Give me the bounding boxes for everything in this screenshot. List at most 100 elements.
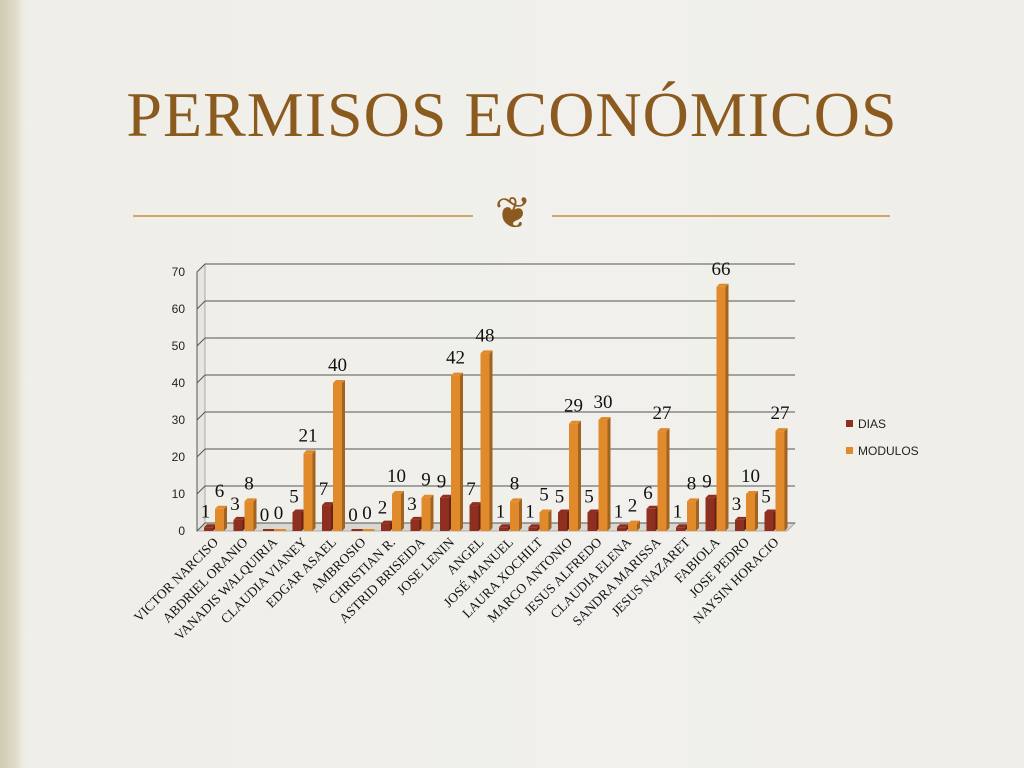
bar-face xyxy=(381,523,390,531)
slide-title: PERMISOS ECONÓMICOS xyxy=(126,79,898,150)
gridline-slant xyxy=(196,448,206,458)
bar-dias xyxy=(646,505,659,531)
bar-dias xyxy=(263,529,275,531)
bar-top xyxy=(735,516,747,520)
bar-modulos xyxy=(687,498,699,531)
bar-face xyxy=(303,453,313,531)
bar-top xyxy=(381,520,393,524)
bar-top xyxy=(510,498,522,502)
bar-top xyxy=(628,520,640,524)
data-label: 66 xyxy=(712,259,731,280)
data-label: 10 xyxy=(387,466,406,487)
bar-dias xyxy=(322,502,334,531)
bar-top xyxy=(646,505,659,509)
bar-top xyxy=(421,494,434,498)
data-label: 9 xyxy=(437,472,447,493)
bar-top xyxy=(676,524,688,528)
bar-face xyxy=(322,505,331,531)
bar-top xyxy=(451,372,463,376)
data-label: 5 xyxy=(555,487,565,508)
bar-face xyxy=(244,501,254,531)
bar-top xyxy=(392,491,404,494)
bar-top xyxy=(480,350,493,354)
bar-face xyxy=(392,494,401,531)
y-tick-label: 70 xyxy=(172,265,186,279)
bar-top xyxy=(233,516,246,520)
bar-dias xyxy=(558,509,570,531)
bar-side xyxy=(666,428,670,531)
data-label: 5 xyxy=(761,487,771,508)
y-tick-label: 30 xyxy=(172,413,186,427)
bar-modulos xyxy=(480,350,493,531)
bar-modulos xyxy=(362,529,375,531)
bar-top xyxy=(244,498,257,502)
bar-top xyxy=(322,502,334,506)
bar-side xyxy=(578,420,581,531)
data-label: 8 xyxy=(244,473,254,494)
data-label: 3 xyxy=(407,494,417,515)
bar-modulos xyxy=(716,283,729,531)
bar-side xyxy=(489,350,493,531)
bar-face xyxy=(351,529,364,531)
data-label: 29 xyxy=(564,396,583,417)
bar-top xyxy=(587,509,600,513)
data-label: 3 xyxy=(230,494,240,515)
bar-top xyxy=(204,524,216,528)
bar-face xyxy=(333,383,342,531)
gridline-slant xyxy=(196,337,206,347)
plot-floor xyxy=(196,522,796,532)
title-rule-left xyxy=(133,215,473,217)
bar-face xyxy=(469,505,479,531)
data-label: 0 xyxy=(260,505,270,526)
bar-side xyxy=(548,509,552,531)
bar-top xyxy=(469,502,482,506)
bar-side xyxy=(253,498,257,531)
y-tick-label: 20 xyxy=(172,450,186,464)
bar-face xyxy=(746,494,755,531)
bar-modulos xyxy=(775,428,788,531)
legend-swatch xyxy=(846,447,853,454)
y-tick-label: 0 xyxy=(178,524,185,538)
bar-dias xyxy=(735,516,747,531)
bar-side xyxy=(755,491,758,531)
data-label: 1 xyxy=(525,501,535,522)
bar-side xyxy=(342,380,345,531)
bar-top xyxy=(303,450,316,454)
bar-face xyxy=(617,527,626,531)
data-label: 5 xyxy=(289,487,299,508)
gridline-slant xyxy=(196,263,206,273)
bar-face xyxy=(676,527,685,531)
bar-face xyxy=(204,527,213,531)
bar-modulos xyxy=(598,417,611,531)
data-label: 1 xyxy=(201,501,211,522)
y-tick-label: 60 xyxy=(172,302,186,316)
bar-top xyxy=(410,516,423,520)
bar-face xyxy=(362,529,375,531)
bar-modulos xyxy=(392,491,404,531)
bar-face xyxy=(569,423,578,531)
bar-face xyxy=(480,353,490,531)
plot-side-wall xyxy=(196,263,206,532)
bar-face xyxy=(775,431,785,531)
bar-dias xyxy=(351,529,364,531)
bar-top xyxy=(716,283,729,287)
gridline-slant xyxy=(196,374,206,384)
bar-dias xyxy=(410,516,423,531)
bar-top xyxy=(558,509,570,513)
bar-face xyxy=(587,512,597,531)
data-label: 30 xyxy=(594,392,613,413)
data-label: 2 xyxy=(628,496,638,517)
bar-modulos xyxy=(333,380,345,531)
bar-face xyxy=(263,529,275,531)
bar-top xyxy=(292,509,305,513)
bar-top xyxy=(705,494,718,498)
data-label: 2 xyxy=(378,498,388,519)
bar-face xyxy=(510,501,519,531)
bar-modulos xyxy=(628,520,640,531)
y-tick-label: 50 xyxy=(172,339,186,353)
data-label: 6 xyxy=(215,481,225,502)
bar-top xyxy=(687,498,699,502)
bar-side xyxy=(696,498,699,531)
data-label: 0 xyxy=(362,503,372,524)
